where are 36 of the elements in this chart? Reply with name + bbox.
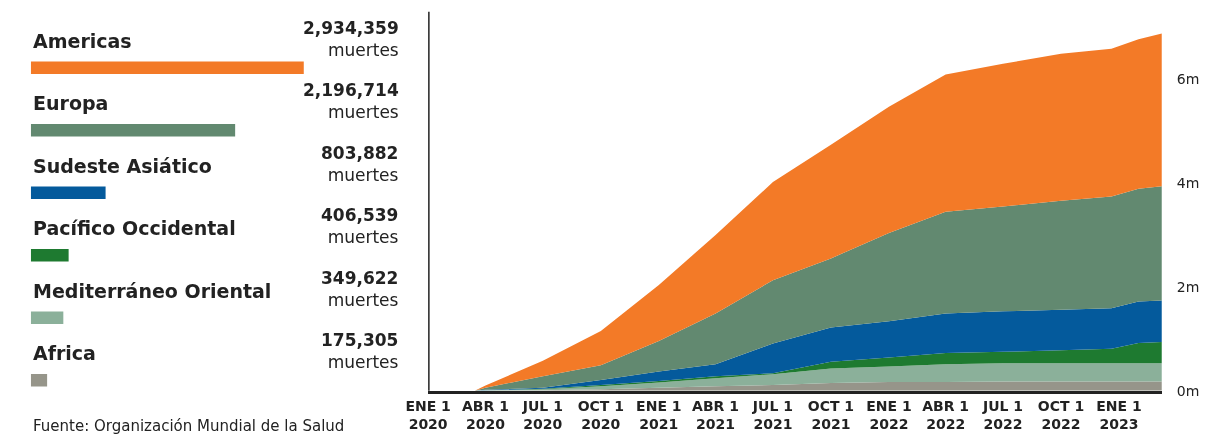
x-tick-label: JUL 1 2021 (751, 397, 793, 432)
bar (30, 186, 106, 200)
x-tick-label: OCT 1 2021 (807, 397, 855, 432)
category-label: Americas (33, 30, 132, 52)
bar (30, 249, 69, 262)
x-tick-label: ABR 1 2021 (692, 397, 740, 432)
data-label: 406,539 muertes (321, 205, 399, 248)
x-tick-label: OCT 1 2022 (1037, 397, 1085, 432)
category-label: Sudeste Asiático (33, 155, 212, 177)
data-label: 349,622 muertes (321, 268, 399, 311)
y-tick-label: 6m (1176, 71, 1200, 88)
data-label: 2,934,359 muertes (303, 18, 399, 61)
data-label: 2,196,714 muertes (303, 80, 399, 123)
x-tick-label: ENE 1 2020 (405, 397, 451, 432)
category-label: Europa (33, 92, 109, 114)
category-label: Africa (33, 342, 96, 364)
y-tick-label: 2m (1176, 278, 1200, 295)
x-tick-label: ENE 1 2023 (1096, 397, 1142, 432)
source-note: Fuente: Organización Mundial de la Salud (33, 417, 345, 435)
bar (30, 311, 64, 325)
x-tick-label: JUL 1 2022 (981, 397, 1024, 432)
y-tick-label: 0m (1176, 382, 1200, 399)
category-label: Mediterráneo Oriental (33, 280, 272, 302)
x-tick-label: ENE 1 2022 (866, 397, 912, 432)
x-tick-label: ABR 1 2020 (462, 397, 509, 432)
data-label: 175,305 muertes (321, 330, 399, 373)
x-tick-label: ENE 1 2021 (636, 397, 682, 432)
x-tick-label: ABR 1 2022 (922, 397, 970, 432)
data-label: 803,882 muertes (321, 143, 399, 186)
bar (30, 124, 236, 137)
x-tick-label: JUL 1 2020 (521, 397, 563, 432)
bar (30, 374, 48, 387)
x-tick-label: OCT 1 2020 (577, 397, 625, 432)
category-label: Pacífico Occidental (33, 217, 236, 239)
y-tick-label: 4m (1176, 175, 1200, 192)
bar (30, 61, 304, 75)
